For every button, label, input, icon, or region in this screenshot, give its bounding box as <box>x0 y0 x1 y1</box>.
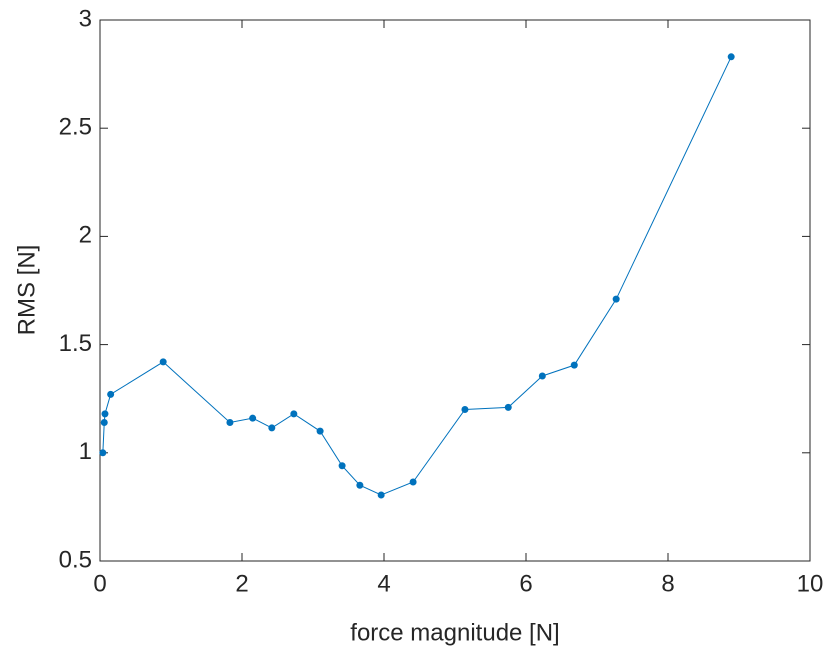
data-point <box>316 427 324 435</box>
data-point <box>377 491 385 499</box>
y-tick-label: 1 <box>79 438 92 465</box>
y-tick-label: 3 <box>79 5 92 32</box>
data-point <box>612 295 620 303</box>
data-point <box>409 478 417 486</box>
x-axis-label: force magnitude [N] <box>350 619 559 646</box>
y-tick-label: 2.5 <box>59 114 92 141</box>
data-point <box>100 419 108 427</box>
data-point <box>356 481 364 489</box>
x-tick-label: 6 <box>519 570 532 597</box>
x-tick-label: 4 <box>377 570 390 597</box>
y-tick-label: 1.5 <box>59 330 92 357</box>
data-point <box>461 406 469 414</box>
x-tick-label: 2 <box>235 570 248 597</box>
x-tick-label: 8 <box>661 570 674 597</box>
data-point <box>159 358 167 366</box>
data-point <box>290 410 298 418</box>
series-line <box>102 56 732 496</box>
data-point <box>268 424 276 432</box>
plot-frame <box>99 19 811 562</box>
y-axis-label: RMS [N] <box>13 245 40 336</box>
data-point <box>107 390 115 398</box>
data-point <box>101 410 109 418</box>
y-tick-label: 2 <box>79 222 92 249</box>
x-tick-label: 0 <box>93 570 106 597</box>
y-tick-label: 0.5 <box>59 546 92 573</box>
data-point <box>338 462 346 470</box>
data-point <box>249 414 257 422</box>
data-point <box>538 372 546 380</box>
data-point <box>504 403 512 411</box>
x-tick-label: 10 <box>797 570 824 597</box>
data-point <box>99 449 107 457</box>
data-point <box>727 53 735 61</box>
data-point <box>226 419 234 427</box>
data-point <box>570 361 578 369</box>
